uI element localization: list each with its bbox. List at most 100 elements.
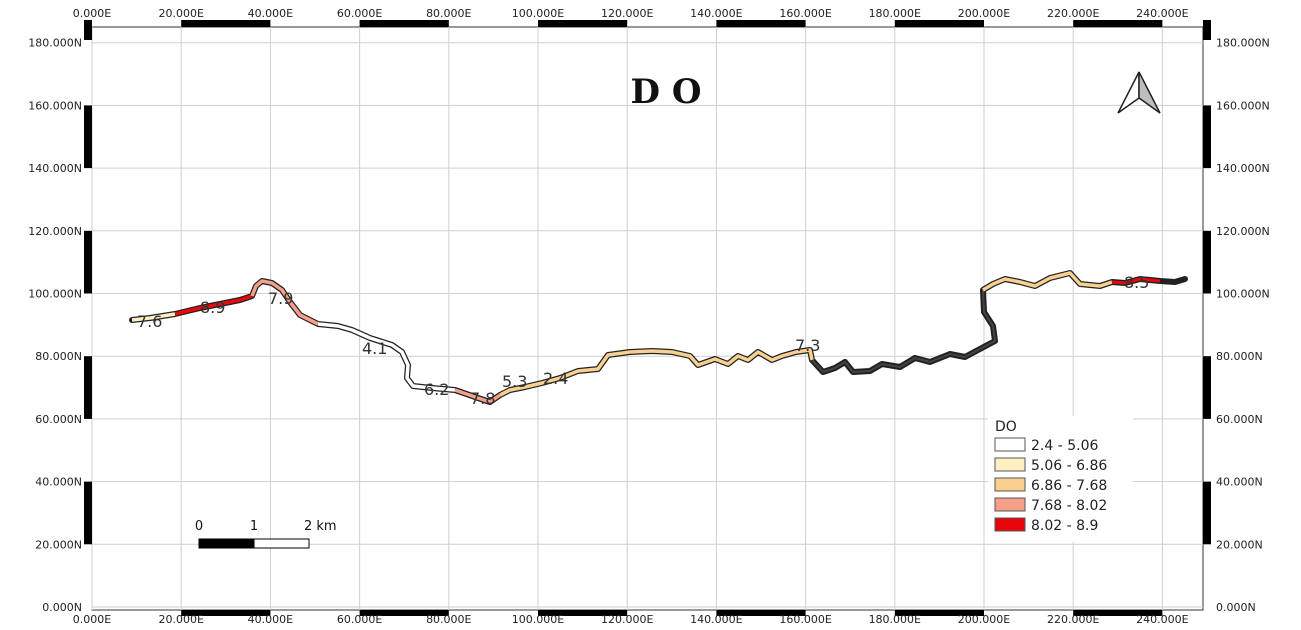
frame-bar-top (359, 20, 449, 27)
x-tick-label-bottom: 0.000E (73, 613, 111, 626)
x-tick-label-bottom: 80.000E (426, 613, 471, 626)
frame-bar-bottom (359, 610, 449, 616)
legend-label: 5.06 - 6.86 (1031, 458, 1107, 474)
river (129, 270, 1188, 405)
x-tick-label-top: 60.000E (337, 7, 382, 20)
x-tick-label-top: 40.000E (248, 7, 293, 20)
frame-bar-bottom (181, 610, 271, 616)
value-label: 8.9 (200, 298, 225, 317)
river-segment-6.86-7.68-east (982, 271, 1113, 292)
x-tick-label-top: 120.000E (601, 7, 653, 20)
value-label: 7.8 (470, 389, 495, 408)
scale-label: 2 km (304, 519, 337, 534)
river-segment-8.02-8.9-upstream (174, 294, 253, 316)
legend-swatch (994, 517, 1026, 532)
value-label: 6.2 (424, 380, 449, 399)
frame-bar-left (84, 481, 92, 545)
value-label: 7.6 (137, 312, 162, 331)
river-segment-2.4-5.06 (317, 322, 456, 392)
legend: DO 2.4 - 5.06 5.06 - 6.86 6.86 - 7.68 7.… (988, 416, 1133, 542)
x-tick-label-bottom: 200.000E (958, 613, 1010, 626)
x-tick-label-top: 160.000E (779, 7, 831, 20)
x-tick-label-bottom: 180.000E (869, 613, 921, 626)
y-tick-label-left: 100.000N (28, 288, 82, 301)
value-label: 4.1 (362, 339, 387, 358)
frame-bar-top (1073, 20, 1163, 27)
value-label: 7.3 (795, 336, 820, 355)
river-segment-5.06-6.86 (131, 312, 176, 322)
x-tick-label-top: 80.000E (426, 7, 471, 20)
legend-label: 6.86 - 7.68 (1031, 478, 1107, 494)
frame-bar-left (84, 230, 92, 294)
frame-bar-bottom (538, 610, 628, 616)
legend-swatch (994, 457, 1026, 472)
x-tick-label-top: 20.000E (158, 7, 203, 20)
frame-bar-bottom (894, 610, 984, 616)
value-label: 8.5 (1124, 273, 1149, 292)
frame-bar-right (1203, 481, 1211, 545)
y-tick-label-right: 180.000N (1216, 37, 1270, 50)
legend-label: 8.02 - 8.9 (1031, 518, 1098, 534)
x-tick-label-top: 240.000E (1136, 7, 1188, 20)
x-tick-label-top: 220.000E (1047, 7, 1099, 20)
frame-bar-right (1203, 230, 1211, 294)
value-labels: 7.6 8.9 7.9 4.1 6.2 7.8 5.3 2.4 7.3 8.5 (137, 273, 1149, 408)
value-label: 7.9 (268, 289, 293, 308)
frame-bar-right (1203, 105, 1211, 169)
river-segment-7.68-8.02-upstream (250, 279, 319, 326)
scale-bar: 0 1 2 km (195, 519, 337, 549)
x-tick-label-bottom: 240.000E (1136, 613, 1188, 626)
frame-bar-top (894, 20, 984, 27)
frame-bar-bottom (716, 610, 806, 616)
map-title: D O (631, 72, 702, 112)
x-tick-label-bottom: 160.000E (779, 613, 831, 626)
y-tick-label-right: 120.000N (1216, 225, 1270, 238)
legend-swatch (994, 437, 1026, 452)
legend-label: 2.4 - 5.06 (1031, 438, 1098, 454)
x-tick-label-top: 100.000E (512, 7, 564, 20)
value-label: 2.4 (543, 369, 568, 388)
coordinate-tick-labels: 0.000E 0.000E 20.000E 20.000E 40.000E 40.000E… (28, 7, 1269, 626)
x-tick-label-bottom: 20.000E (158, 613, 203, 626)
x-tick-label-bottom: 220.000E (1047, 613, 1099, 626)
frame-bar-right (1203, 356, 1211, 419)
frame-bar-top (181, 20, 271, 27)
y-tick-label-right: 20.000N (1216, 538, 1263, 551)
x-tick-label-bottom: 120.000E (601, 613, 653, 626)
y-tick-label-left: 180.000N (28, 37, 82, 50)
x-tick-label-top: 180.000E (869, 7, 921, 20)
y-tick-label-left: 20.000N (35, 538, 82, 551)
y-tick-label-left: 120.000N (28, 225, 82, 238)
value-label: 5.3 (502, 372, 527, 391)
y-tick-label-right: 60.000N (1216, 413, 1263, 426)
frame-bar-top (538, 20, 628, 27)
legend-title: DO (995, 419, 1017, 435)
scale-label: 0 (195, 519, 203, 534)
x-tick-label-bottom: 40.000E (248, 613, 293, 626)
y-tick-label-right: 160.000N (1216, 99, 1270, 112)
y-tick-label-right: 0.000N (1216, 601, 1256, 614)
scale-label: 1 (250, 519, 258, 534)
river-segment-6.86-7.68 (499, 348, 814, 397)
x-tick-label-bottom: 60.000E (337, 613, 382, 626)
y-tick-label-right: 40.000N (1216, 476, 1263, 489)
y-tick-label-left: 60.000N (35, 413, 82, 426)
x-tick-label-top: 200.000E (958, 7, 1010, 20)
scale-bar-segment (198, 538, 255, 549)
scale-bar-segment (253, 538, 310, 549)
y-tick-label-right: 100.000N (1216, 288, 1270, 301)
x-tick-label-top: 140.000E (690, 7, 742, 20)
y-tick-label-left: 40.000N (35, 476, 82, 489)
river-segment-8.02-8.9-east (1111, 277, 1161, 285)
y-tick-label-left: 80.000N (35, 350, 82, 363)
x-tick-label-top: 0.000E (73, 7, 111, 20)
river-segment-7.68-8.02-middle (454, 388, 502, 404)
legend-swatch (994, 477, 1026, 492)
y-tick-label-right: 80.000N (1216, 350, 1263, 363)
legend-label: 7.68 - 8.02 (1031, 498, 1107, 514)
north-arrow-icon (1117, 71, 1161, 114)
y-tick-label-left: 0.000N (42, 601, 82, 614)
frame-bar-bottom (1073, 610, 1163, 616)
y-tick-label-left: 160.000N (28, 99, 82, 112)
